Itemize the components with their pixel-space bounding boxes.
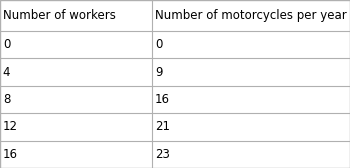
Text: 4: 4	[3, 66, 10, 79]
Text: 23: 23	[155, 148, 170, 161]
Text: 0: 0	[155, 38, 162, 51]
Text: 16: 16	[3, 148, 18, 161]
Text: 9: 9	[155, 66, 162, 79]
Text: 8: 8	[3, 93, 10, 106]
Text: 0: 0	[3, 38, 10, 51]
Text: Number of workers: Number of workers	[3, 9, 116, 22]
Text: Number of motorcycles per year: Number of motorcycles per year	[155, 9, 347, 22]
Text: 16: 16	[155, 93, 170, 106]
Text: 21: 21	[155, 120, 170, 133]
Text: 12: 12	[3, 120, 18, 133]
